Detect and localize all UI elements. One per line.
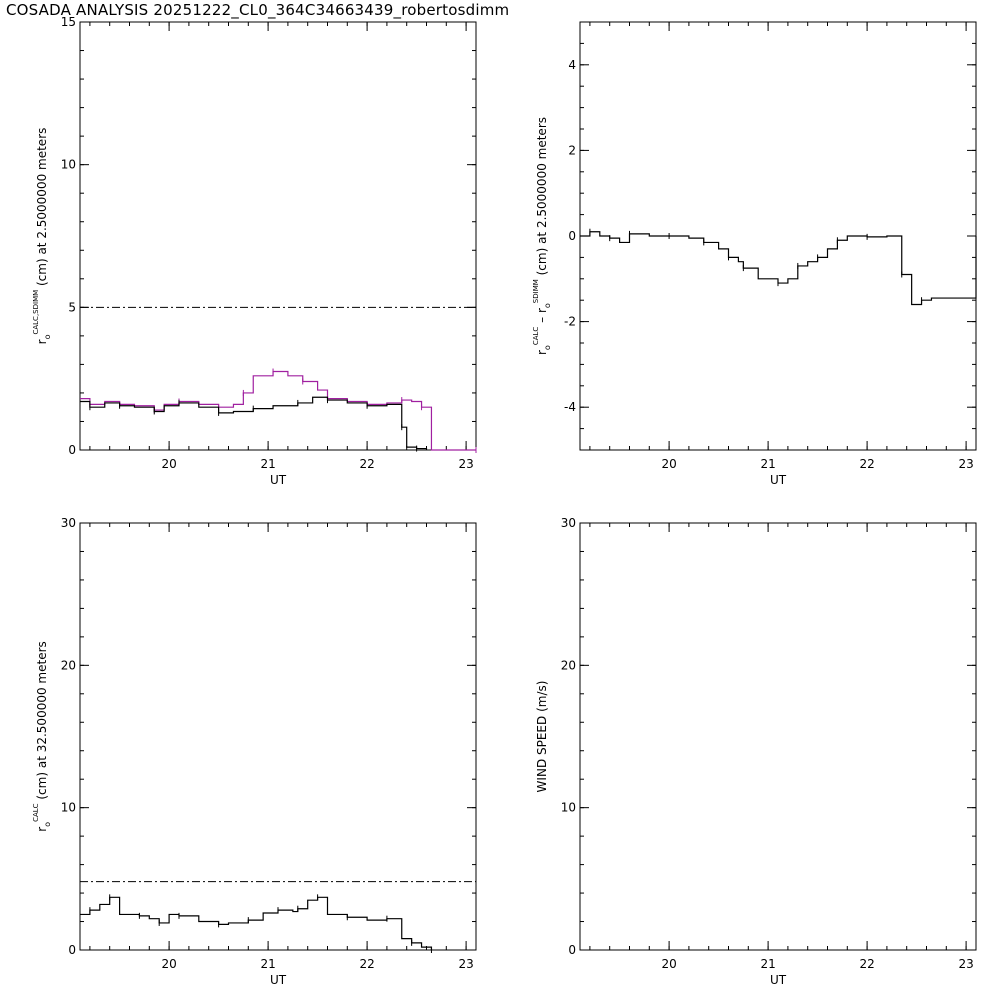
x-tick-label: 23 <box>958 457 973 471</box>
y-axis-label: WIND SPEED (m/s) <box>535 681 549 793</box>
x-tick-label: 23 <box>458 457 473 471</box>
y-tick-label: 0 <box>68 943 76 957</box>
y-tick-label: 10 <box>61 158 76 172</box>
plot-frame <box>579 522 977 951</box>
plot-bottom-left: 20 21 22 23 0 10 20 30 UT roCALC (cm) at 32.50000… <box>32 516 477 987</box>
y-tick-label: 0 <box>68 443 76 457</box>
y-tick-label: 10 <box>61 801 76 815</box>
y-axis-label: roCALC – roSDIMM (cm) at 2.5000000 meter… <box>532 117 552 355</box>
y-tick-label: 0 <box>568 943 576 957</box>
series-line-2 <box>80 396 428 450</box>
x-axis-label: UT <box>770 473 787 487</box>
y-tick-label: 2 <box>568 143 576 157</box>
x-axis-label: UT <box>270 973 287 987</box>
plot-bottom-right: 20 21 22 23 0 10 20 30 UT WIND SPEED (m/s) <box>535 516 977 987</box>
x-tick-label: 21 <box>760 957 775 971</box>
y-axis-label: roCALC,SDIMM (cm) at 2.5000000 meters <box>32 128 52 345</box>
y-tick-label: 15 <box>61 15 76 29</box>
plot-top-right: 20 21 22 23 -4 -2 0 2 4 UT roCALC – roSDIMM (cm) a… <box>532 21 977 487</box>
series-line-1 <box>80 896 433 950</box>
plot-top-left: 20 21 22 23 0 5 10 15 UT roCALC,SDIMM (cm) at 2.5… <box>32 15 477 487</box>
series-line-1 <box>580 231 977 306</box>
y-tick-label: 20 <box>561 658 576 672</box>
x-tick-label: 23 <box>458 957 473 971</box>
x-tick-label: 22 <box>859 957 874 971</box>
plot-frame <box>79 21 477 451</box>
page-title: COSADA ANALYSIS 20251222_CL0_364C3466343… <box>6 1 510 19</box>
y-tick-label: 30 <box>61 516 76 530</box>
x-tick-label: 20 <box>661 957 676 971</box>
plot-frame <box>79 522 477 951</box>
y-axis-label: roCALC (cm) at 32.500000 meters <box>32 641 52 832</box>
x-tick-label: 21 <box>260 957 275 971</box>
series-line-1 <box>80 370 476 451</box>
x-tick-label: 22 <box>359 957 374 971</box>
y-tick-label: -4 <box>564 400 576 414</box>
y-tick-label: 30 <box>561 516 576 530</box>
x-axis-label: UT <box>270 473 287 487</box>
y-tick-label: 10 <box>561 801 576 815</box>
x-tick-label: 20 <box>661 457 676 471</box>
x-tick-label: 23 <box>958 957 973 971</box>
x-tick-label: 21 <box>760 457 775 471</box>
x-tick-label: 20 <box>161 457 176 471</box>
y-tick-label: 4 <box>568 58 576 72</box>
plot-frame <box>579 21 977 451</box>
y-tick-label: 5 <box>68 300 76 314</box>
x-tick-label: 20 <box>161 957 176 971</box>
x-tick-label: 21 <box>260 457 275 471</box>
y-tick-label: 20 <box>61 658 76 672</box>
y-tick-label: -2 <box>564 315 576 329</box>
x-axis-label: UT <box>770 973 787 987</box>
x-tick-label: 22 <box>359 457 374 471</box>
x-tick-label: 22 <box>859 457 874 471</box>
y-tick-label: 0 <box>568 229 576 243</box>
